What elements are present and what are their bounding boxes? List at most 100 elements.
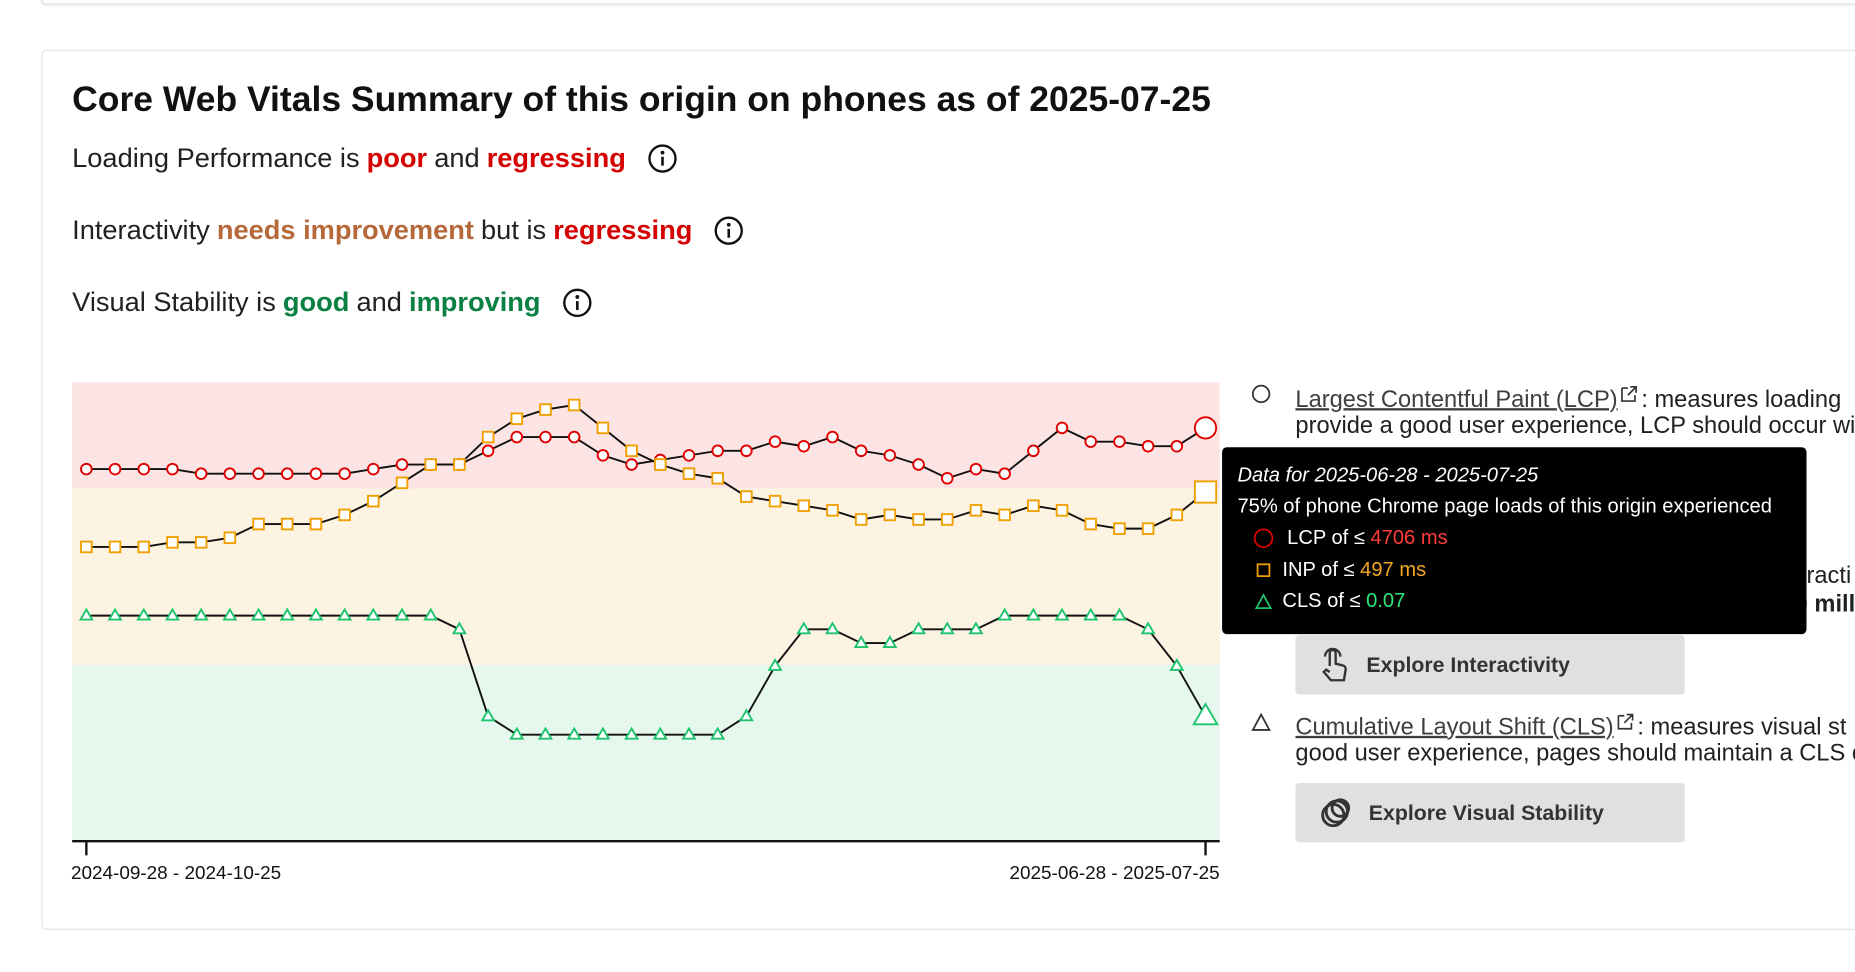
data-point <box>510 412 524 426</box>
data-point <box>1113 522 1126 535</box>
data-point <box>451 621 467 635</box>
data-point <box>1027 499 1040 513</box>
data-point <box>164 607 180 621</box>
series-line <box>86 426 1207 480</box>
tooltip-value: 4706 ms <box>1370 526 1448 549</box>
cls-tip-symbol <box>1254 593 1273 609</box>
explore-interactivity-button[interactable]: Explore Interactivity <box>1295 635 1685 695</box>
data-point <box>882 635 898 649</box>
data-point <box>367 494 380 508</box>
data-point <box>912 513 925 526</box>
data-point <box>797 499 811 513</box>
data-point <box>740 490 753 503</box>
data-point <box>137 462 151 476</box>
data-point <box>1193 480 1218 504</box>
data-point <box>223 531 237 545</box>
data-point <box>824 621 840 635</box>
data-point <box>166 462 179 476</box>
data-point <box>137 540 151 554</box>
info-icon[interactable] <box>562 287 593 318</box>
data-point <box>997 607 1013 621</box>
data-point <box>682 467 696 480</box>
data-point <box>481 430 495 444</box>
status-joiner: and <box>356 286 402 318</box>
touch-icon <box>1322 647 1347 682</box>
title: Core Web Vitals Summary of this origin o… <box>72 80 1211 120</box>
data-point <box>854 444 868 458</box>
data-point <box>136 607 152 621</box>
data-point <box>453 458 466 471</box>
data-point <box>652 726 668 740</box>
data-point <box>710 726 726 740</box>
explore-visual-stability-button[interactable]: Explore Visual Stability <box>1295 783 1685 843</box>
data-point <box>998 467 1011 480</box>
data-point <box>596 421 610 435</box>
lcp-symbol <box>1251 384 1271 404</box>
status-joiner: but is <box>481 214 547 245</box>
data-point <box>279 607 295 621</box>
data-point <box>711 471 724 485</box>
data-point <box>625 458 638 471</box>
status-label: Interactivity <box>72 214 210 245</box>
info-icon[interactable] <box>647 143 678 174</box>
status-label: Loading Performance is <box>72 141 360 173</box>
data-point <box>108 540 122 554</box>
status-line: Loading Performance is poor and regressi… <box>72 142 678 174</box>
status-trend: regressing <box>486 141 626 173</box>
data-point <box>596 449 610 462</box>
data-point <box>367 462 380 476</box>
tooltip-value: 497 ms <box>1360 558 1427 581</box>
lcp-text: : measures loading <box>1641 386 1842 413</box>
data-point <box>1111 607 1127 621</box>
data-point <box>395 458 409 471</box>
data-point <box>222 607 238 621</box>
data-point <box>853 635 869 649</box>
data-point <box>883 449 897 462</box>
data-point <box>768 494 782 508</box>
data-point <box>481 444 495 458</box>
cls-description: Cumulative Layout Shift (CLS): measures … <box>1295 711 1846 742</box>
data-point <box>510 430 524 444</box>
data-point <box>309 517 323 531</box>
data-point <box>1140 621 1156 635</box>
data-point <box>538 726 554 740</box>
cls-symbol <box>1251 712 1271 731</box>
info-icon[interactable] <box>714 215 745 246</box>
data-point <box>738 708 754 722</box>
data-point <box>166 536 179 549</box>
lcp-line2: provide a good user experience, LCP shou… <box>1295 412 1855 439</box>
good-band <box>72 664 1220 840</box>
data-point <box>1055 504 1069 517</box>
summary-card <box>41 49 1855 930</box>
data-point <box>1055 421 1069 435</box>
data-point <box>1113 435 1126 448</box>
data-point <box>1192 702 1219 726</box>
inp-tip-symbol <box>1256 563 1271 578</box>
data-point <box>681 726 697 740</box>
tooltip-label: LCP of ≤ <box>1287 526 1365 549</box>
tooltip: Data for 2025-06-28 - 2025-07-25 75% of … <box>1222 447 1807 635</box>
status-trend: improving <box>409 286 541 318</box>
cls-link[interactable]: Cumulative Layout Shift (CLS) <box>1295 714 1614 741</box>
data-point <box>424 458 437 471</box>
data-point <box>998 508 1011 522</box>
data-point <box>395 476 409 490</box>
status-trend: regressing <box>553 214 693 245</box>
data-point <box>911 621 927 635</box>
lcp-link[interactable]: Largest Contentful Paint (LCP) <box>1295 386 1618 413</box>
data-point <box>338 508 351 522</box>
data-point <box>539 403 552 416</box>
button-label: Explore Interactivity <box>1366 652 1570 677</box>
data-point <box>1025 607 1041 621</box>
tooltip-intro: 75% of phone Chrome page loads of this o… <box>1237 494 1772 517</box>
lcp-tip-symbol <box>1253 528 1274 549</box>
data-point <box>768 435 782 448</box>
data-point <box>252 517 265 531</box>
data-point <box>108 462 122 476</box>
data-point <box>797 439 811 453</box>
data-point <box>194 467 208 480</box>
tooltip-row: INP of ≤ 497 ms <box>1282 558 1426 582</box>
data-point <box>539 430 552 444</box>
